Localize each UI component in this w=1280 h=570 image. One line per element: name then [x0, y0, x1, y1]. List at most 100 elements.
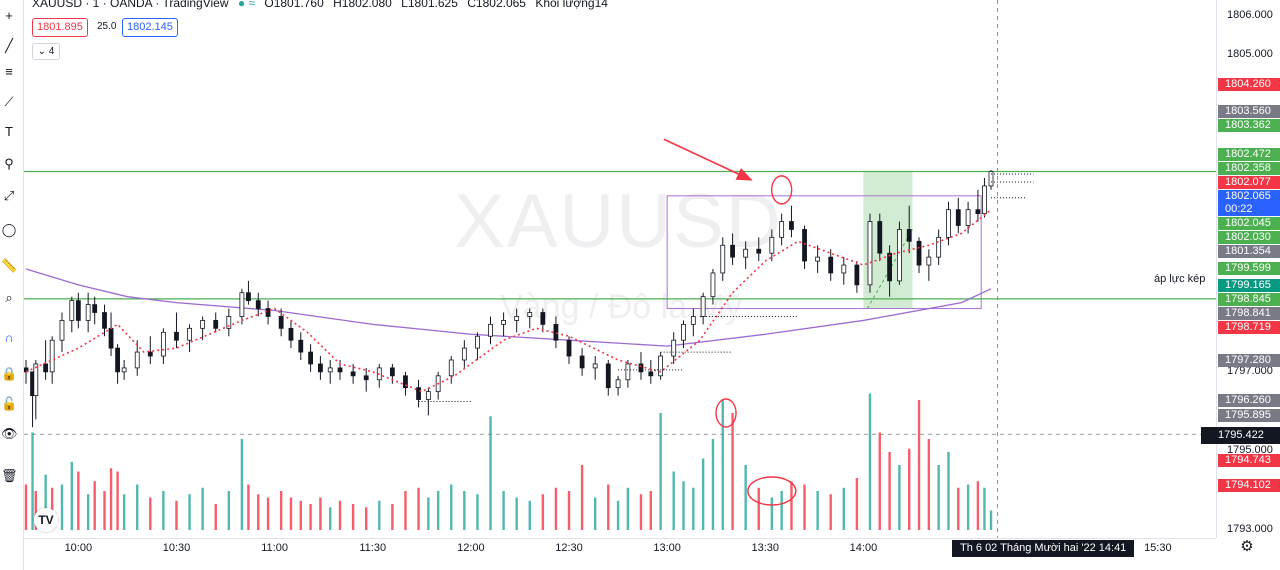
- volume-bar-14: [136, 484, 139, 530]
- volume-bar-58: [659, 413, 662, 530]
- price-tag-17: 1795.895: [1218, 408, 1280, 422]
- annotation-circle-2: [747, 476, 797, 506]
- candle-body-39: [425, 391, 431, 400]
- annotation-circle-0: [770, 175, 793, 205]
- candle-body-80: [906, 229, 912, 242]
- pattern-tool-icon[interactable]: ⟋: [4, 94, 14, 109]
- volume-bar-59: [672, 471, 675, 530]
- candle-body-77: [877, 221, 883, 254]
- candle-body-50: [566, 339, 572, 357]
- candle-body-48: [540, 312, 546, 325]
- volume-bar-82: [927, 439, 931, 530]
- volume-bar-40: [436, 491, 440, 530]
- volume-bar-27: [289, 497, 293, 530]
- candle-body-47: [527, 312, 533, 317]
- candle-body-73: [828, 256, 834, 274]
- candle-body-70: [789, 221, 794, 230]
- candle-body-23: [246, 292, 251, 302]
- projection-tool-icon[interactable]: ⚲: [4, 156, 14, 171]
- sell-price-button[interactable]: 1801.895: [32, 18, 88, 37]
- candle-body-45: [501, 320, 506, 325]
- volume-bar-18: [188, 494, 191, 530]
- buy-price-button[interactable]: 1802.145: [122, 18, 178, 37]
- volume-bar-1: [31, 432, 34, 530]
- volume-bar-39: [427, 497, 430, 530]
- volume-bar-45: [502, 491, 505, 530]
- candle-body-33: [350, 371, 356, 377]
- volume-bar-74: [842, 487, 845, 530]
- volume-bar-6: [70, 461, 73, 530]
- volume-bar-70: [790, 481, 793, 530]
- candle-body-26: [278, 316, 284, 329]
- candle-body-3: [43, 363, 49, 373]
- volume-bar-76: [868, 393, 872, 530]
- volume-bar-88: [983, 487, 986, 530]
- volume-bar-22: [240, 439, 244, 530]
- volume-value: Khối lượng14: [535, 0, 608, 10]
- gear-icon[interactable]: ⚙: [1240, 538, 1254, 555]
- brush-tool-icon[interactable]: ⤢: [3, 188, 15, 203]
- volume-bar-2: [34, 491, 38, 530]
- price-tag-7: 1802.045: [1218, 217, 1280, 231]
- tradingview-logo-icon[interactable]: TV: [34, 508, 58, 532]
- candle-body-64: [720, 244, 726, 274]
- volume-bar-33: [351, 504, 355, 530]
- annotation-circle-1: [715, 398, 737, 428]
- volume-bar-84: [947, 452, 950, 530]
- candle-body-81: [916, 240, 922, 266]
- candle-body-65: [730, 244, 735, 258]
- candle-body-30: [318, 363, 323, 373]
- volume-bar-79: [898, 465, 901, 530]
- price-tag-14: 1798.719: [1218, 321, 1280, 335]
- time-tick-9: 15:30: [1144, 542, 1172, 554]
- zoom-tool-icon[interactable]: ⌕: [5, 290, 13, 305]
- volume-bar-64: [721, 400, 724, 530]
- volume-bar-83: [937, 465, 940, 530]
- volume-bar-50: [567, 491, 571, 530]
- text-tool-icon[interactable]: T: [5, 124, 13, 139]
- price-tag-9: 1801.354: [1218, 245, 1280, 259]
- candle-body-21: [226, 316, 232, 329]
- range-box: [666, 195, 982, 310]
- candle-body-62: [700, 296, 706, 317]
- volume-bar-15: [149, 497, 152, 530]
- volume-bar-62: [701, 458, 705, 530]
- volume-bar-43: [476, 494, 479, 530]
- lock-all-tool-icon[interactable]: 🔓: [1, 396, 18, 411]
- ruler-tool-icon[interactable]: 📏: [1, 258, 18, 273]
- price-axis[interactable]: 1806.0001805.0001800.0001797.0001795.000…: [1201, 0, 1280, 538]
- lock-tool-icon[interactable]: 🔒: [1, 366, 18, 381]
- price-tag-4: 1802.358: [1218, 162, 1280, 176]
- chart-area[interactable]: XAUUSD Vàng / Đô la Mỹ áp lực kép: [24, 0, 1216, 538]
- candle-body-46: [514, 316, 520, 321]
- candlestick-chart[interactable]: [24, 0, 1216, 538]
- volume-bar-38: [417, 487, 420, 530]
- volume-bar-63: [711, 439, 715, 530]
- trash-tool-icon[interactable]: 🗑: [1, 468, 18, 483]
- eye-tool-icon[interactable]: 👁: [1, 426, 18, 441]
- volume-bar-20: [214, 504, 217, 530]
- price-tag-6: 1802.065: [1218, 190, 1280, 204]
- collapse-indicators-button[interactable]: ⌄ 4: [32, 43, 60, 60]
- time-tick-7: 13:30: [751, 542, 780, 554]
- volume-bar-12: [116, 471, 119, 530]
- shapes-tool-icon[interactable]: ◯: [1, 222, 17, 237]
- volume-bar-80: [908, 448, 911, 530]
- volume-bar-34: [365, 507, 368, 530]
- price-tag-10: 1799.599: [1218, 262, 1280, 276]
- volume-bar-5: [60, 484, 64, 530]
- symbol-label[interactable]: XAUUSD · 1 · OANDA · TradingView: [32, 0, 229, 10]
- high-value: H1802.080: [333, 0, 392, 10]
- price-tick-3: 1797.000: [1227, 364, 1273, 377]
- volume-bar-60: [682, 481, 685, 530]
- magnet-tool-icon[interactable]: ∩: [4, 330, 14, 345]
- price-tag-0: 1804.260: [1218, 77, 1280, 91]
- crosshair-tool-icon[interactable]: +: [5, 8, 13, 23]
- volume-bar-51: [580, 465, 584, 530]
- time-axis[interactable]: Th 6 02 Tháng Mười hai '22 14:41 10:00 10…: [24, 538, 1216, 570]
- watermark-symbol: XAUUSD: [454, 179, 783, 264]
- trend-line-tool-icon[interactable]: ╱: [5, 38, 13, 53]
- candle-body-53: [605, 363, 611, 389]
- fib-tool-icon[interactable]: ≡: [5, 64, 13, 79]
- volume-bar-78: [888, 452, 891, 530]
